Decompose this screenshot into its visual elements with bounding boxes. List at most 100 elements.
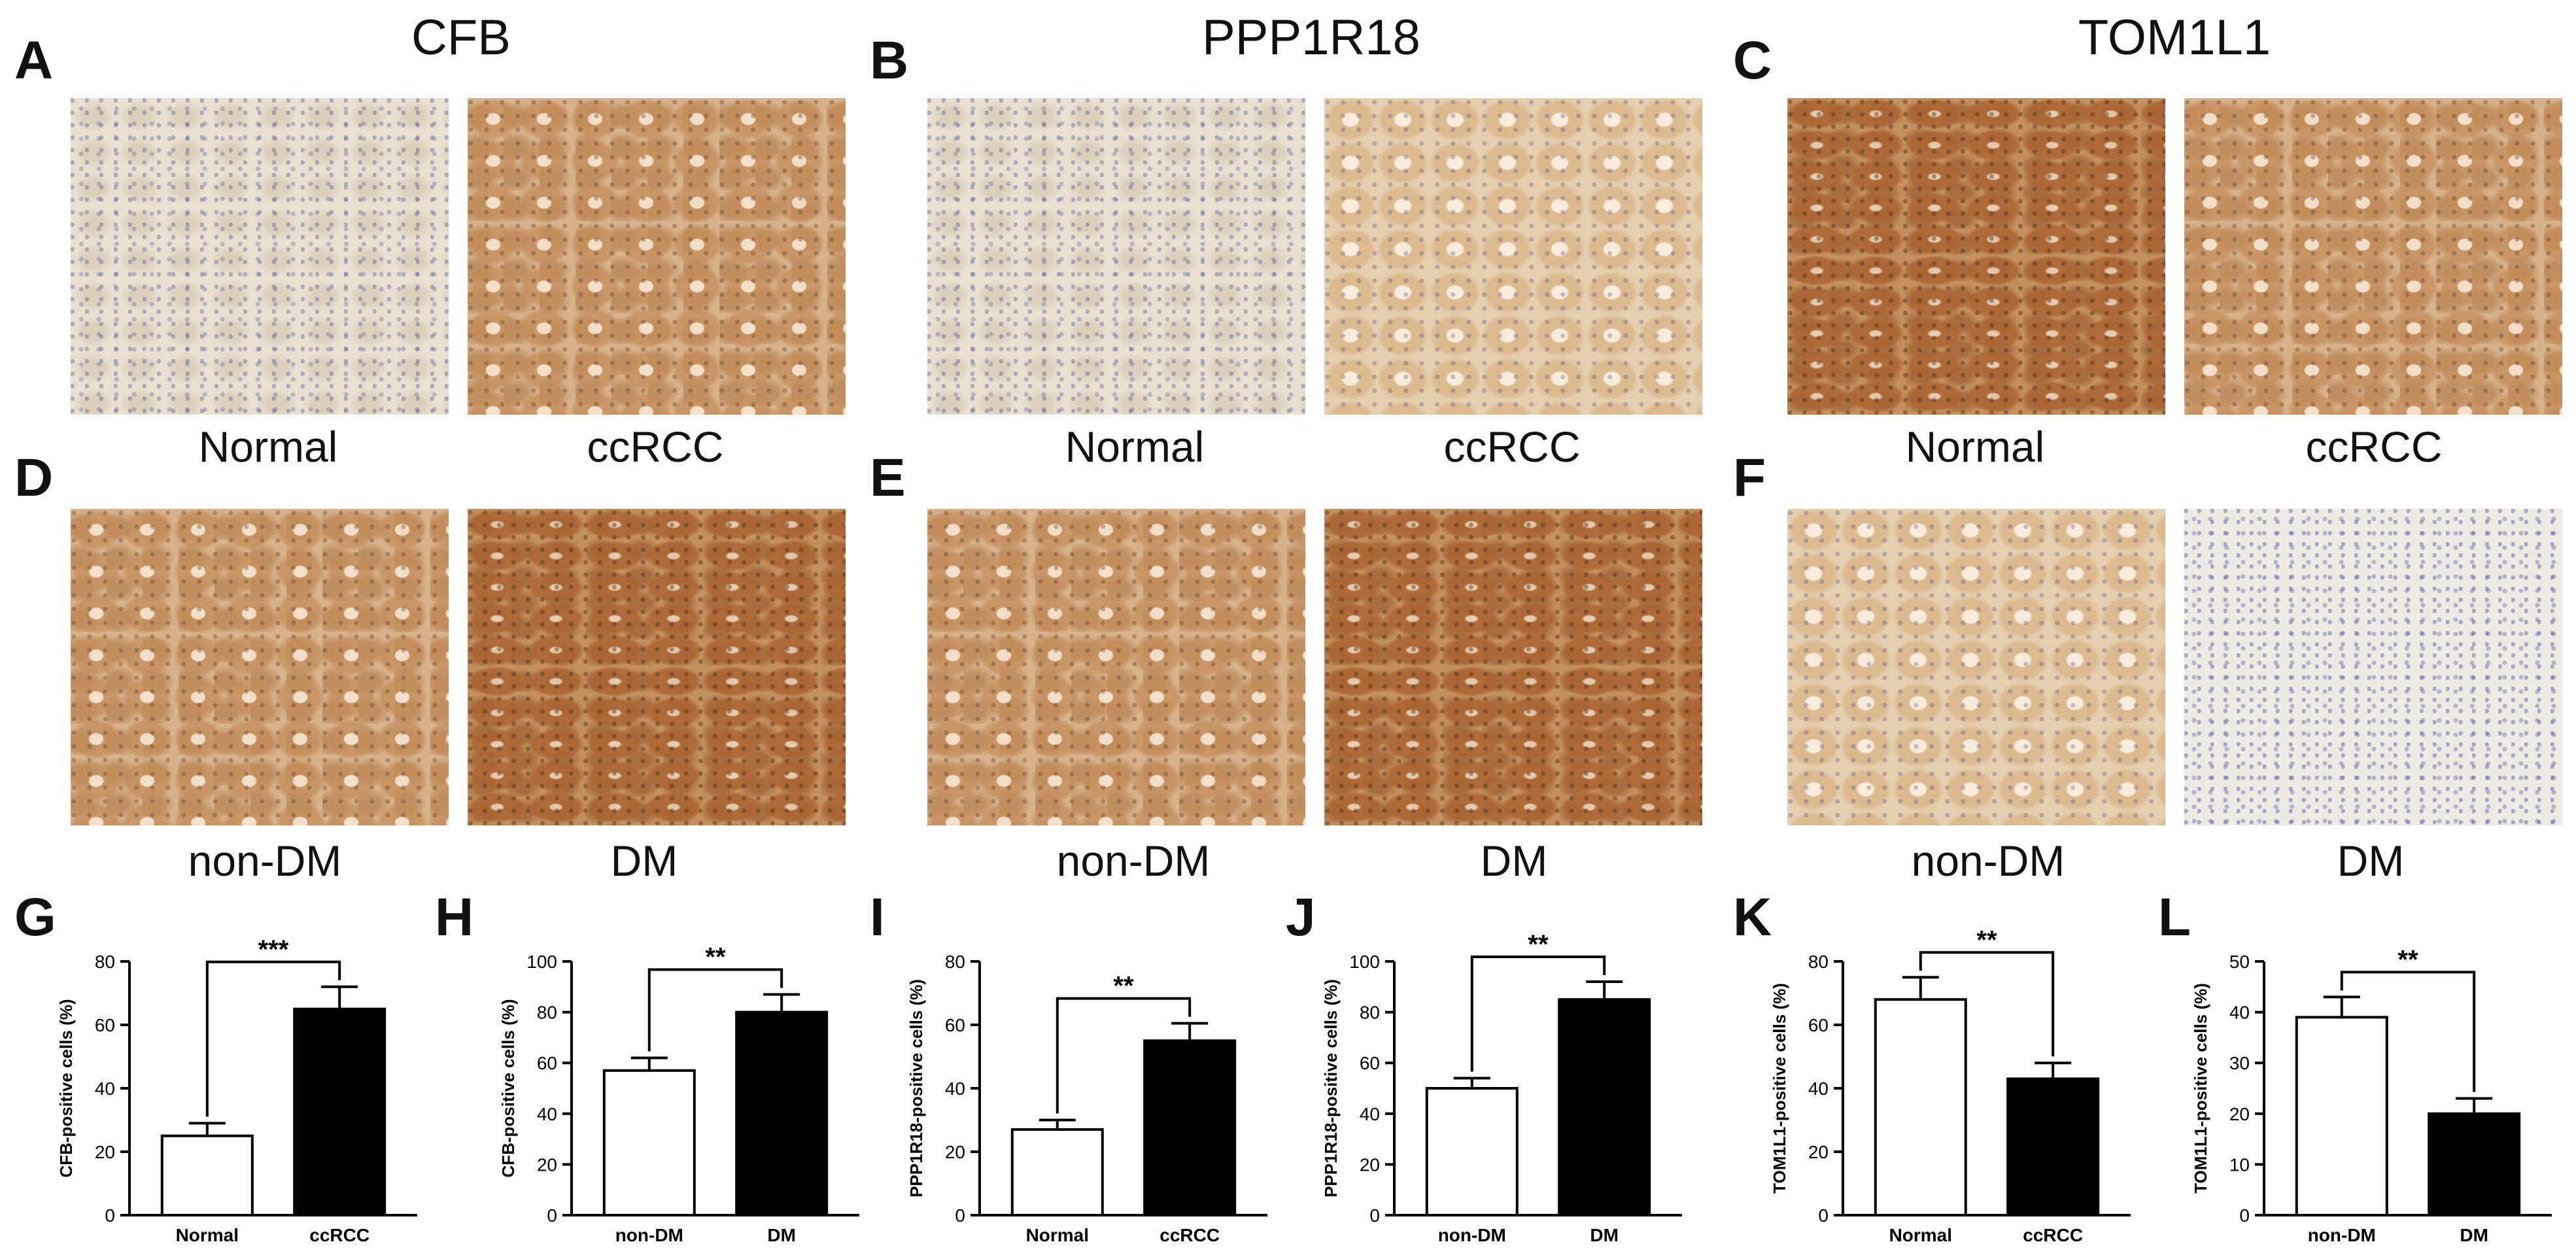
chart-h-ytick-label: 80 bbox=[537, 1003, 557, 1023]
caption-cfb-dm: DM bbox=[610, 836, 678, 885]
chart-h-significance-bracket bbox=[647, 968, 783, 1052]
ihc-image-tom1l1-nondm bbox=[1787, 509, 2165, 825]
chart-i-ytick-label: 0 bbox=[955, 1205, 965, 1226]
caption-tom1l1-nondm: non-DM bbox=[1911, 836, 2065, 885]
ihc-image-tom1l1-ccrcc bbox=[2184, 98, 2562, 415]
ihc-image-tom1l1-dm bbox=[2184, 509, 2562, 825]
chart-l-ytick-label: 40 bbox=[2229, 1003, 2250, 1023]
chart-j-ytick-label: 0 bbox=[1369, 1205, 1380, 1226]
chart-k-significance-label: ** bbox=[1976, 925, 1997, 954]
chart-l-significance-label: ** bbox=[2397, 945, 2418, 974]
chart-j-ylabel: PPP1R18-positive cells (%) bbox=[1321, 979, 1341, 1198]
ihc-image-cfb-dm bbox=[468, 509, 846, 825]
chart-j-category-label: non-DM bbox=[1438, 1225, 1506, 1245]
chart-k-bar-1 bbox=[2006, 1077, 2100, 1216]
caption-tom1l1-normal: Normal bbox=[1905, 423, 2045, 471]
ihc-image-ppp1r18-ccrcc bbox=[1324, 98, 1702, 415]
chart-k-category-label: Normal bbox=[1889, 1225, 1952, 1245]
chart-l-ytick-label: 0 bbox=[2239, 1205, 2250, 1226]
chart-k-ytick-label: 40 bbox=[1808, 1078, 1829, 1099]
panel-letter-f: F bbox=[1733, 448, 1766, 508]
chart-l-bar-0 bbox=[2295, 1016, 2388, 1216]
chart-k-ytick-label: 20 bbox=[1808, 1142, 1829, 1162]
panel-letter-c: C bbox=[1733, 31, 1772, 90]
panel-letter-d: D bbox=[14, 448, 54, 508]
chart-h-ytick-label: 40 bbox=[537, 1104, 557, 1124]
panel-letter-e: E bbox=[870, 448, 906, 508]
chart-i-ytick-label: 40 bbox=[945, 1078, 965, 1099]
caption-ppp1r18-ccrcc: ccRCC bbox=[1443, 423, 1581, 471]
caption-ppp1r18-normal: Normal bbox=[1065, 423, 1205, 471]
gene-title-ppp1r18: PPP1R18 bbox=[1202, 10, 1420, 65]
chart-j-ytick-label: 60 bbox=[1360, 1053, 1380, 1073]
chart-g-bar-1 bbox=[293, 1007, 386, 1216]
panel-letter-l: L bbox=[2158, 888, 2191, 947]
chart-h-bar-0 bbox=[602, 1069, 696, 1216]
caption-cfb-nondm: non-DM bbox=[188, 836, 342, 885]
chart-l-ytick-label: 10 bbox=[2229, 1154, 2250, 1175]
chart-g-ytick-label: 60 bbox=[95, 1015, 115, 1035]
chart-g-bar-0 bbox=[160, 1134, 254, 1216]
chart-g-ytick-label: 80 bbox=[95, 952, 115, 972]
caption-tom1l1-dm: DM bbox=[2337, 836, 2405, 885]
chart-l-category-label: non-DM bbox=[2308, 1225, 2376, 1245]
chart-j-ytick-label: 40 bbox=[1360, 1104, 1380, 1124]
chart-j-bar-0 bbox=[1425, 1087, 1519, 1216]
ihc-image-ppp1r18-dm bbox=[1324, 509, 1702, 825]
ihc-image-cfb-ccrcc bbox=[468, 98, 846, 415]
chart-i-ylabel: PPP1R18-positive cells (%) bbox=[906, 979, 926, 1198]
chart-k-ytick-label: 0 bbox=[1818, 1205, 1829, 1226]
chart-j-ytick-label: 80 bbox=[1360, 1003, 1380, 1023]
chart-l-ylabel: TOM1L1-positive cells (%) bbox=[2191, 983, 2210, 1194]
chart-i-category-label: Normal bbox=[1026, 1225, 1089, 1245]
panel-letter-b: B bbox=[870, 31, 909, 90]
chart-i-significance-label: ** bbox=[1113, 972, 1134, 1001]
panel-letter-a: A bbox=[14, 31, 54, 90]
chart-h-ytick-label: 60 bbox=[537, 1053, 557, 1073]
chart-l-ytick-label: 20 bbox=[2229, 1104, 2250, 1124]
chart-k-significance-bracket bbox=[1919, 951, 2055, 1057]
chart-h-category-label: DM bbox=[767, 1225, 796, 1245]
panel-letter-i: I bbox=[870, 888, 885, 947]
chart-l-ytick-label: 50 bbox=[2229, 952, 2250, 972]
ihc-image-ppp1r18-nondm bbox=[927, 509, 1305, 825]
ihc-image-cfb-normal bbox=[71, 98, 449, 415]
chart-k-bar-0 bbox=[1874, 998, 1967, 1216]
caption-cfb-ccrcc: ccRCC bbox=[587, 423, 724, 471]
chart-k-category-label: ccRCC bbox=[2023, 1225, 2083, 1245]
chart-i-category-label: ccRCC bbox=[1159, 1225, 1220, 1245]
chart-j-significance-label: ** bbox=[1528, 930, 1549, 959]
chart-i-bar-1 bbox=[1143, 1039, 1237, 1216]
panel-letter-j: J bbox=[1286, 888, 1316, 947]
chart-k-ytick-label: 60 bbox=[1808, 1015, 1829, 1035]
panel-letter-h: H bbox=[435, 888, 474, 947]
chart-g-category-label: Normal bbox=[176, 1225, 239, 1245]
chart-j-category-label: DM bbox=[1590, 1225, 1619, 1245]
chart-g-ytick-label: 0 bbox=[105, 1205, 115, 1226]
caption-tom1l1-ccrcc: ccRCC bbox=[2305, 423, 2443, 471]
chart-g-ytick-label: 40 bbox=[95, 1078, 115, 1099]
gene-title-cfb: CFB bbox=[411, 10, 511, 65]
chart-g-category-label: ccRCC bbox=[309, 1225, 369, 1245]
caption-cfb-normal: Normal bbox=[198, 423, 338, 471]
chart-h-bar-1 bbox=[735, 1010, 829, 1216]
chart-k-ylabel: TOM1L1-positive cells (%) bbox=[1770, 983, 1789, 1194]
chart-i-significance-bracket bbox=[1056, 997, 1192, 1114]
chart-i-ytick-label: 60 bbox=[945, 1015, 965, 1035]
panel-letter-k: K bbox=[1733, 888, 1772, 947]
chart-l-category-label: DM bbox=[2460, 1225, 2488, 1245]
chart-g-significance-bracket bbox=[205, 960, 341, 1117]
chart-h-category-label: non-DM bbox=[615, 1225, 683, 1245]
chart-i-bar-0 bbox=[1010, 1128, 1104, 1217]
chart-h-ylabel: CFB-positive cells (%) bbox=[498, 999, 518, 1177]
caption-ppp1r18-nondm: non-DM bbox=[1056, 836, 1211, 885]
chart-g-ylabel: CFB-positive cells (%) bbox=[56, 999, 76, 1177]
ihc-image-tom1l1-normal bbox=[1787, 98, 2165, 415]
caption-ppp1r18-dm: DM bbox=[1480, 836, 1548, 885]
chart-j-bar-1 bbox=[1558, 998, 1651, 1216]
chart-l-bar-1 bbox=[2428, 1112, 2521, 1217]
chart-h-ytick-label: 20 bbox=[537, 1154, 557, 1175]
ihc-image-ppp1r18-normal bbox=[927, 98, 1305, 415]
panel-letter-g: G bbox=[14, 888, 56, 947]
